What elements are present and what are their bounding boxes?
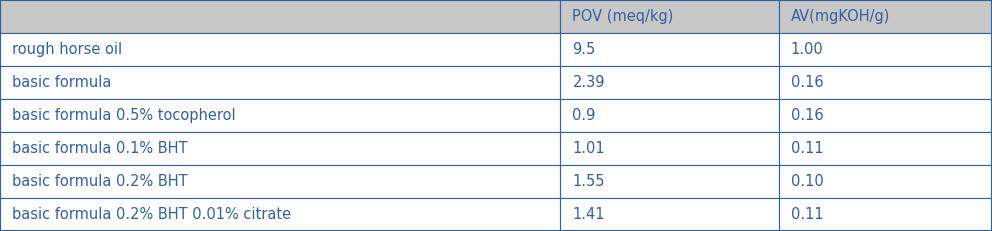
Bar (0, 33, 560, 66)
Bar (0, 132, 560, 165)
Text: 0.16: 0.16 (791, 108, 823, 123)
Bar (560, 33, 779, 66)
Bar (779, 99, 992, 132)
Bar (0, 0, 560, 33)
Bar (560, 99, 779, 132)
Text: 0.10: 0.10 (791, 174, 823, 189)
Bar (779, 198, 992, 231)
Text: 1.01: 1.01 (572, 141, 605, 156)
Text: basic formula 0.2% BHT 0.01% citrate: basic formula 0.2% BHT 0.01% citrate (12, 207, 291, 222)
Text: basic formula 0.2% BHT: basic formula 0.2% BHT (12, 174, 187, 189)
Text: basic formula: basic formula (12, 75, 111, 90)
Bar (779, 0, 992, 33)
Text: 0.11: 0.11 (791, 141, 823, 156)
Text: 1.00: 1.00 (791, 42, 823, 57)
Bar (779, 33, 992, 66)
Text: 1.41: 1.41 (572, 207, 605, 222)
Text: 0.9: 0.9 (572, 108, 596, 123)
Bar (0, 165, 560, 198)
Bar (560, 0, 779, 33)
Text: rough horse oil: rough horse oil (12, 42, 122, 57)
Bar (779, 132, 992, 165)
Text: 9.5: 9.5 (572, 42, 595, 57)
Bar (560, 198, 779, 231)
Text: basic formula 0.5% tocopherol: basic formula 0.5% tocopherol (12, 108, 235, 123)
Bar (779, 66, 992, 99)
Bar (0, 198, 560, 231)
Text: basic formula 0.1% BHT: basic formula 0.1% BHT (12, 141, 187, 156)
Text: 2.39: 2.39 (572, 75, 605, 90)
Text: 0.16: 0.16 (791, 75, 823, 90)
Text: POV (meq/kg): POV (meq/kg) (572, 9, 674, 24)
Text: 1.55: 1.55 (572, 174, 605, 189)
Bar (560, 165, 779, 198)
Bar (560, 132, 779, 165)
Bar (0, 66, 560, 99)
Text: AV(mgKOH/g): AV(mgKOH/g) (791, 9, 890, 24)
Text: 0.11: 0.11 (791, 207, 823, 222)
Bar (560, 66, 779, 99)
Bar (0, 99, 560, 132)
Bar (779, 165, 992, 198)
